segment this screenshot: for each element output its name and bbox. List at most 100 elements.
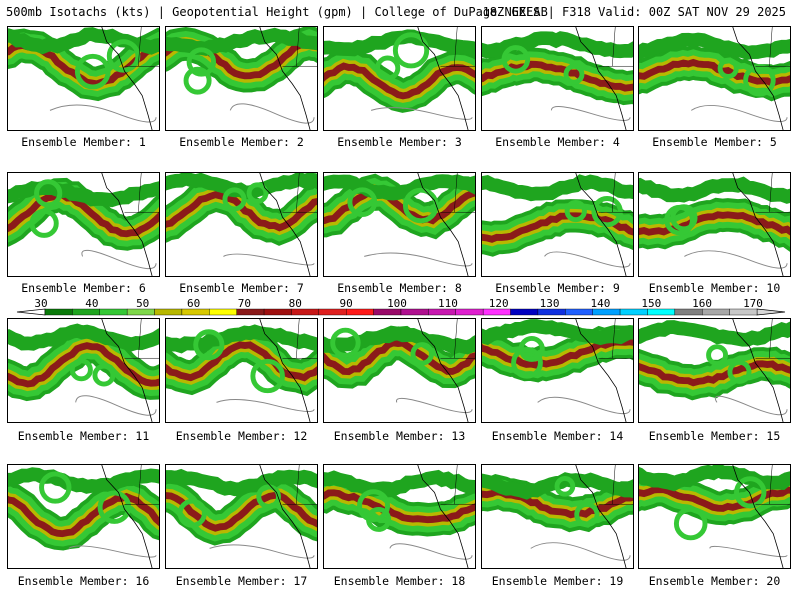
ensemble-map-panel bbox=[638, 318, 791, 423]
vortex-ring bbox=[564, 199, 587, 223]
ensemble-member-label: Ensemble Member: 15 bbox=[648, 429, 781, 443]
coastline bbox=[259, 319, 311, 422]
colorbar-swatch bbox=[44, 308, 73, 316]
ensemble-map-panel bbox=[7, 318, 160, 423]
vortex-ring bbox=[563, 63, 585, 85]
vortex-ring bbox=[29, 208, 59, 238]
jet-stream-map bbox=[482, 173, 633, 276]
political-border bbox=[440, 173, 475, 213]
ensemble-map-panel bbox=[165, 172, 318, 277]
ensemble-member-label: Ensemble Member: 12 bbox=[175, 429, 308, 443]
political-border bbox=[598, 465, 633, 505]
ensemble-member-label: Ensemble Member: 7 bbox=[179, 281, 304, 295]
ensemble-map-panel bbox=[638, 26, 791, 131]
isotach-band-90kt bbox=[639, 360, 790, 387]
political-border bbox=[598, 27, 633, 67]
vortex-ring bbox=[574, 501, 600, 528]
ensemble-member-label: Ensemble Member: 1 bbox=[21, 135, 146, 149]
northern-jet-band bbox=[8, 27, 159, 55]
vortex-ring bbox=[392, 32, 430, 69]
colorbar-tick-label: 50 bbox=[136, 298, 149, 310]
height-contour bbox=[389, 543, 473, 560]
ensemble-member-label: Ensemble Member: 14 bbox=[491, 429, 624, 443]
jet-stream-map bbox=[639, 173, 790, 276]
vortex-ring bbox=[106, 39, 141, 73]
colorbar-tick-label: 130 bbox=[540, 298, 560, 310]
ensemble-member-label: Ensemble Member: 13 bbox=[333, 429, 466, 443]
isotach-band-90kt bbox=[639, 58, 790, 87]
political-border bbox=[124, 27, 159, 67]
colorbar-tick-label: 40 bbox=[85, 298, 98, 310]
coastline bbox=[259, 173, 311, 276]
vortex-ring bbox=[74, 53, 111, 90]
vortex-ring bbox=[186, 47, 217, 77]
political-border bbox=[440, 27, 475, 67]
vortex-ring bbox=[743, 64, 776, 97]
height-contour bbox=[216, 398, 315, 413]
political-border bbox=[124, 319, 159, 359]
height-contour bbox=[49, 104, 157, 123]
coastline bbox=[101, 27, 153, 130]
isotach-band-90kt bbox=[639, 486, 790, 512]
isotach-band-90kt bbox=[166, 491, 317, 532]
vortex-ring bbox=[256, 484, 281, 509]
vortex-ring bbox=[375, 55, 401, 81]
coastline bbox=[575, 173, 627, 276]
vortex-ring bbox=[591, 196, 623, 228]
colorbar-tick-label: 30 bbox=[34, 298, 47, 310]
jet-stream-map bbox=[639, 465, 790, 568]
ensemble-map-panel bbox=[638, 172, 791, 277]
colorbar-tick-label: 100 bbox=[387, 298, 407, 310]
height-contour bbox=[209, 544, 315, 559]
jet-stream-map bbox=[639, 319, 790, 422]
northern-jet-band bbox=[166, 27, 317, 57]
model-valid-time: 18Z GEFS | F318 Valid: 00Z SAT NOV 29 20… bbox=[482, 5, 786, 19]
vortex-ring bbox=[97, 490, 132, 524]
colorbar-tick-label: 170 bbox=[743, 298, 763, 310]
isotach-band-90kt bbox=[324, 339, 475, 376]
political-border bbox=[755, 319, 790, 359]
colorbar-swatch bbox=[510, 308, 539, 316]
jet-stream-map bbox=[166, 465, 317, 568]
vortex-ring bbox=[357, 489, 391, 522]
ensemble-map-panel bbox=[165, 26, 318, 131]
ensemble-map-panel bbox=[165, 318, 318, 423]
ensemble-member-label: Ensemble Member: 5 bbox=[652, 135, 777, 149]
northern-jet-band bbox=[482, 31, 633, 59]
height-contour bbox=[68, 545, 157, 558]
vortex-ring bbox=[734, 476, 767, 509]
northern-jet-band bbox=[639, 465, 790, 492]
vortex-ring bbox=[717, 57, 739, 79]
coastline bbox=[575, 27, 627, 130]
vortex-ring bbox=[250, 358, 285, 394]
northern-jet-band bbox=[8, 180, 159, 208]
jet-stream-map bbox=[324, 465, 475, 568]
coastline bbox=[101, 173, 153, 276]
isotach-band-90kt bbox=[324, 489, 475, 524]
northern-jet-band bbox=[482, 319, 633, 346]
coastline bbox=[101, 465, 153, 568]
vortex-ring bbox=[664, 204, 695, 236]
vortex-ring bbox=[511, 347, 543, 379]
coastline bbox=[259, 27, 311, 130]
northern-jet-band bbox=[166, 468, 317, 497]
ensemble-map-panel bbox=[323, 26, 476, 131]
northern-jet-band bbox=[166, 324, 317, 354]
ensemble-member-label: Ensemble Member: 17 bbox=[175, 574, 308, 588]
jet-stream-map bbox=[166, 319, 317, 422]
colorbar-swatch bbox=[209, 308, 237, 316]
vortex-ring bbox=[177, 498, 207, 528]
height-contour bbox=[223, 253, 315, 266]
isotach-band-90kt bbox=[324, 62, 475, 100]
isotach-band-90kt bbox=[639, 211, 790, 236]
height-contour bbox=[364, 252, 473, 267]
height-contour bbox=[684, 250, 788, 269]
isotach-band-90kt bbox=[166, 341, 317, 382]
northern-jet-band bbox=[639, 320, 790, 347]
coastline bbox=[259, 465, 311, 568]
ensemble-map-panel bbox=[481, 26, 634, 131]
vortex-ring bbox=[554, 475, 576, 497]
northern-jet-band bbox=[639, 176, 790, 204]
colorbar-tick-label: 150 bbox=[641, 298, 661, 310]
political-border bbox=[440, 465, 475, 505]
